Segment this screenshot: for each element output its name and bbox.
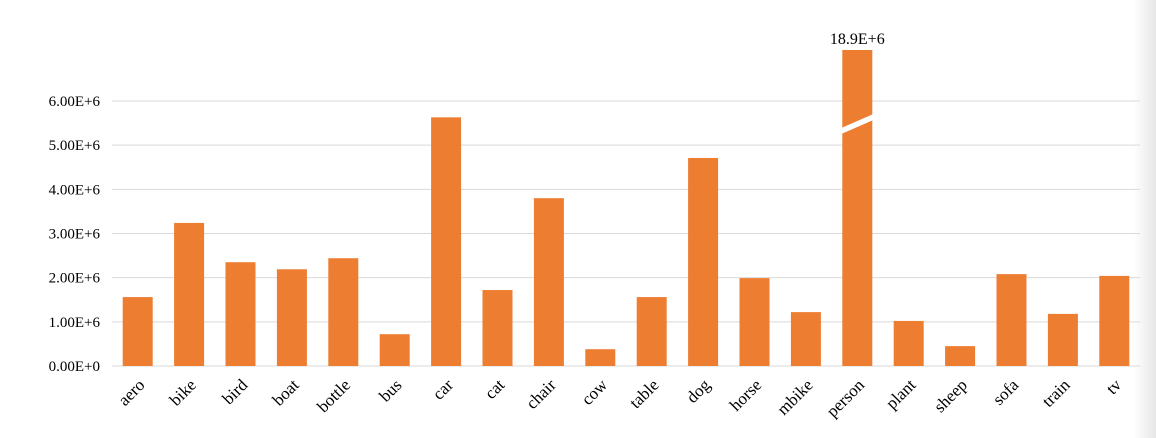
x-tick-label: train (1038, 375, 1074, 411)
bar-person (842, 50, 873, 366)
bar-mbike (790, 312, 821, 366)
x-tick-label: horse (726, 375, 765, 414)
bar-bike (174, 222, 205, 366)
y-tick-label: 5.00E+6 (49, 138, 101, 154)
bar-dog (688, 157, 719, 366)
bar-plant (893, 320, 924, 366)
bar-cow (585, 349, 616, 366)
axis-break-mark (841, 114, 874, 134)
x-tick-label: bottle (313, 375, 354, 416)
x-tick-label: sheep (930, 375, 971, 416)
bar-table (636, 297, 667, 366)
x-tick-label: cat (481, 375, 509, 403)
bar-aero (122, 297, 153, 366)
data-label: 18.9E+6 (830, 31, 885, 48)
x-tick-label: bike (166, 375, 200, 409)
bar-train (1047, 313, 1078, 366)
x-tick-label: aero (114, 375, 148, 409)
x-tick-label: plant (882, 375, 920, 413)
x-tick-label: mbike (773, 375, 816, 418)
x-tick-label: bus (375, 375, 405, 405)
x-tick-label: table (626, 375, 663, 412)
x-tick-label: bird (219, 375, 252, 408)
y-tick-label: 1.00E+6 (49, 315, 101, 331)
x-tick-label: tv (1102, 375, 1125, 398)
bar-sheep (945, 346, 976, 366)
bar-bus (379, 334, 410, 366)
bar-tv (1099, 275, 1130, 366)
bar-horse (739, 278, 770, 366)
edge-shadow (1134, 0, 1156, 438)
x-tick-label: cow (578, 375, 612, 409)
x-tick-label: car (429, 375, 457, 403)
bar-sofa (996, 274, 1027, 366)
x-tick-label: boat (269, 375, 303, 409)
y-tick-label: 4.00E+6 (49, 182, 101, 198)
bar-chair (533, 198, 564, 366)
y-tick-label: 6.00E+6 (49, 94, 101, 110)
bar-bottle (328, 258, 359, 366)
y-tick-label: 2.00E+6 (49, 271, 101, 287)
x-tick-label: chair (522, 375, 560, 413)
bar-car (431, 117, 462, 366)
x-tick-label: person (823, 375, 869, 421)
bar-bird (225, 262, 256, 366)
x-tick-label: sofa (989, 375, 1023, 409)
y-tick-label: 0.00E+0 (49, 359, 100, 375)
y-tick-label: 3.00E+6 (49, 227, 101, 243)
bar-boat (276, 269, 307, 366)
x-tick-label: dog (682, 375, 714, 407)
bar-cat (482, 290, 513, 366)
